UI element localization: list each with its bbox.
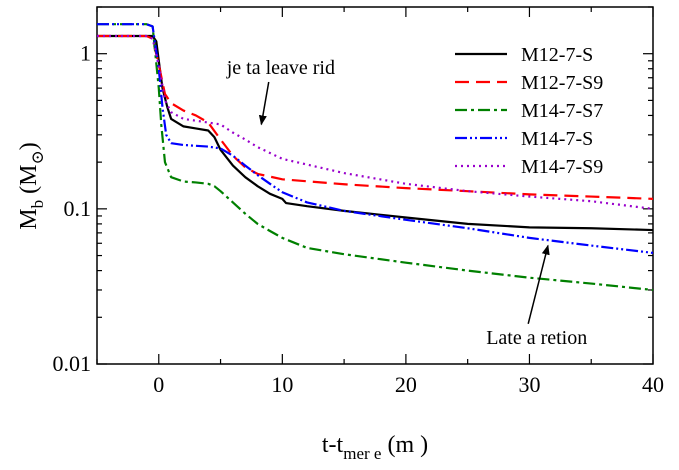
x-axis-unit: (m ) — [387, 432, 428, 458]
y-tick-label: 0.01 — [53, 351, 92, 376]
y-tick-label: 1 — [80, 41, 91, 66]
x-axis-label: t-t — [322, 432, 344, 458]
series-line — [97, 34, 653, 200]
x-tick-labels: 0 10 20 30 40 — [153, 372, 664, 397]
y-axis-unit-open: (M — [16, 165, 42, 194]
annotation-arrow — [258, 81, 270, 126]
x-tick-label: 30 — [518, 372, 540, 397]
annotations: je ta leave rid Late a retion — [226, 57, 588, 349]
y-tick-labels: 0.01 0.1 1 — [53, 41, 92, 376]
x-tick-label: 0 — [153, 372, 164, 397]
x-axis-title: t-tmer e (m ) — [322, 432, 428, 463]
y-axis-unit-close: ) — [16, 142, 42, 150]
legend-label: M14-7-S — [521, 128, 593, 150]
y-axis-title: Mb (M⊙) — [16, 142, 47, 229]
y-axis-label-subscript: b — [28, 200, 47, 209]
axis-ticks — [96, 6, 654, 365]
x-tick-label: 40 — [642, 372, 664, 397]
annotation-label: je ta leave rid — [226, 57, 335, 79]
series-lines — [97, 23, 653, 292]
legend-label: M14-7-S9 — [521, 156, 603, 178]
y-tick-label: 0.1 — [64, 196, 92, 221]
y-axis-unit-subscript: ⊙ — [28, 150, 47, 164]
x-axis-label-subscript: mer e — [343, 444, 381, 463]
series-line — [97, 23, 653, 292]
y-axis-label: M — [16, 208, 42, 229]
annotation-arrow — [527, 244, 550, 324]
legend: M12-7-S M12-7-S9 M14-7-S7 M14-7-S M14-7-S9 — [455, 44, 603, 178]
series-line — [97, 34, 653, 232]
x-tick-label: 10 — [271, 372, 293, 397]
plot-frame — [96, 6, 654, 365]
legend-label: M12-7-S — [521, 44, 593, 66]
annotation-label: Late a retion — [486, 327, 587, 349]
x-tick-label: 20 — [395, 372, 417, 397]
legend-label: M14-7-S7 — [521, 100, 603, 122]
legend-label: M12-7-S9 — [521, 72, 603, 94]
series-line — [97, 34, 653, 210]
